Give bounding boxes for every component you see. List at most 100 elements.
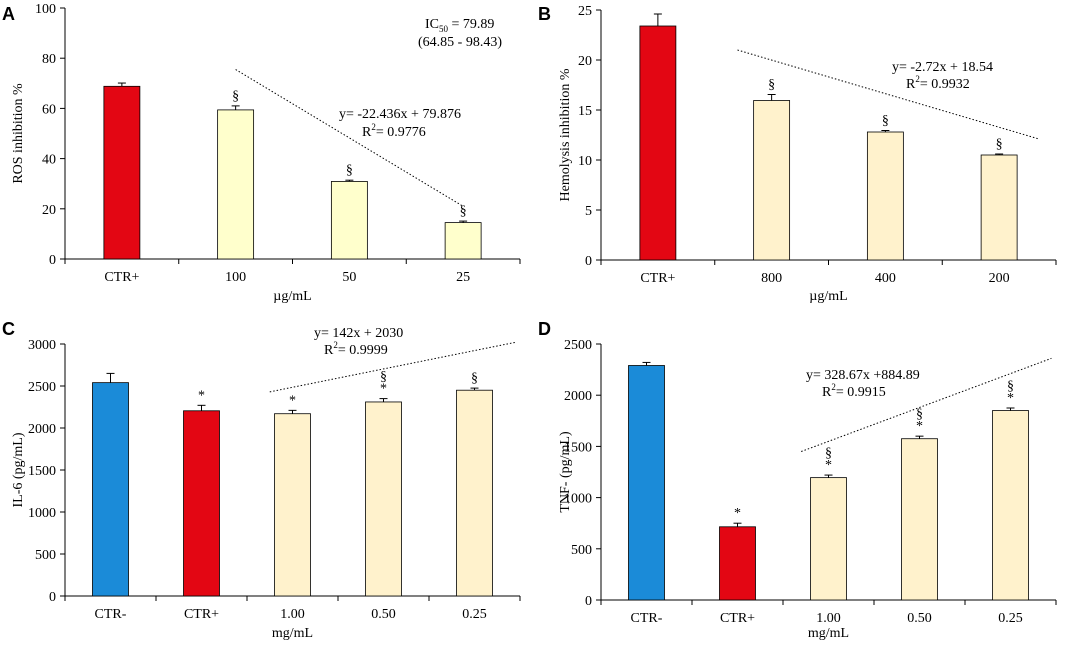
r-squared: R2= 0.9932 <box>906 74 970 92</box>
section-mark: § <box>882 114 889 129</box>
panel-letter: D <box>538 319 551 339</box>
x-tick-label: 0.50 <box>371 607 396 622</box>
x-axis-label: µg/mL <box>273 289 311 304</box>
chart-panel-a: A 0 20 40 60 80 100 CTR+ 100 § 50 § 25 § µg/mL ROS inhi… <box>2 2 521 304</box>
trend-equation: y= -22.436x + 79.876 <box>339 107 461 122</box>
y-axis-label: IL-6 (pg/mL) <box>11 432 26 507</box>
bar-0-50 <box>365 401 402 597</box>
y-tick-label: 100 <box>35 2 56 17</box>
asterisk-mark: * <box>1007 391 1014 406</box>
chart-panel-c: C 0 500 1000 1500 2000 2500 3000 CTR- CTR+ * 1.00 * 0… <box>2 319 521 641</box>
x-tick-label: CTR- <box>631 611 663 626</box>
bar-400 <box>866 131 904 261</box>
bar-0-50 <box>901 438 938 601</box>
y-tick-label: 5 <box>585 204 592 219</box>
x-tick-label: CTR+ <box>640 271 675 286</box>
bar-1-00 <box>810 477 847 601</box>
y-axis-label: ROS inhibition % <box>11 83 26 184</box>
y-tick-label: 1500 <box>564 440 592 455</box>
x-tick-label: 0.50 <box>907 611 932 626</box>
trend-equation: y= 328.67x +884.89 <box>806 368 920 383</box>
bar-ctr- <box>719 526 756 601</box>
ic50-range: (64.85 - 98.43) <box>418 35 502 50</box>
section-mark: § <box>1007 379 1014 394</box>
y-tick-label: 500 <box>35 548 56 563</box>
bar-0-25 <box>992 410 1029 601</box>
y-tick-label: 40 <box>42 153 56 168</box>
section-mark: § <box>825 446 832 461</box>
trend-equation: y= -2.72x + 18.54 <box>892 60 993 75</box>
y-tick-label: 1000 <box>564 492 592 507</box>
y-tick-label: 10 <box>578 154 592 169</box>
y-tick-label: 0 <box>49 253 56 268</box>
trendline <box>801 357 1052 452</box>
x-axis-label: mg/mL <box>808 626 849 641</box>
bar-ctr- <box>92 382 129 597</box>
x-tick-label: 25 <box>456 270 470 285</box>
bar-100 <box>217 109 255 260</box>
r-squared: R2= 0.9776 <box>362 122 426 140</box>
panel-letter: C <box>2 319 15 339</box>
r-squared: R2= 0.9999 <box>324 340 388 358</box>
chart-panel-b: B 0 5 10 15 20 25 CTR+ 800 § 400 § 200 § µg/mL Hemolysi… <box>538 4 1057 304</box>
y-tick-label: 20 <box>578 54 592 69</box>
y-tick-label: 1500 <box>28 464 56 479</box>
x-tick-label: 1.00 <box>280 607 305 622</box>
y-tick-label: 60 <box>42 102 56 117</box>
y-tick-label: 2500 <box>28 380 56 395</box>
bar-200 <box>980 154 1018 261</box>
asterisk-mark: * <box>734 506 741 521</box>
y-tick-label: 80 <box>42 52 56 67</box>
y-tick-label: 0 <box>49 590 56 605</box>
trendline <box>235 69 464 207</box>
ic50-value: IC50 = 79.89 <box>425 17 494 34</box>
section-mark: § <box>460 204 467 219</box>
section-mark: § <box>996 137 1003 152</box>
section-mark: § <box>232 89 239 104</box>
x-tick-label: 100 <box>225 270 246 285</box>
y-tick-label: 0 <box>585 594 592 609</box>
r-squared: R2= 0.9915 <box>822 382 886 400</box>
x-tick-label: 200 <box>989 271 1010 286</box>
bar-ctr- <box>183 410 220 597</box>
panel-letter: A <box>2 4 15 24</box>
section-mark: § <box>380 370 387 385</box>
x-tick-label: 0.25 <box>998 611 1023 626</box>
trend-equation: y= 142x + 2030 <box>314 326 403 341</box>
bar-800 <box>753 100 791 261</box>
x-axis-label: µg/mL <box>809 289 847 304</box>
x-tick-label: CTR+ <box>104 270 139 285</box>
y-tick-label: 2000 <box>28 422 56 437</box>
bar-ctr- <box>103 85 141 260</box>
y-axis-label: TNF- (pg/mL) <box>558 431 573 513</box>
y-tick-label: 15 <box>578 104 592 119</box>
y-tick-label: 2500 <box>564 338 592 353</box>
asterisk-mark: * <box>380 382 387 397</box>
y-tick-label: 2000 <box>564 389 592 404</box>
bar-ctr- <box>639 25 677 261</box>
section-mark: § <box>768 78 775 93</box>
x-tick-label: 400 <box>875 271 896 286</box>
y-tick-label: 1000 <box>28 506 56 521</box>
bar-0-25 <box>456 389 493 597</box>
x-tick-label: 800 <box>761 271 782 286</box>
y-tick-label: 0 <box>585 254 592 269</box>
section-mark: § <box>916 407 923 422</box>
asterisk-mark: * <box>825 458 832 473</box>
asterisk-mark: * <box>289 393 296 408</box>
y-axis-label: Hemolysis inhibition % <box>558 68 573 201</box>
x-tick-label: CTR- <box>95 607 127 622</box>
y-tick-label: 25 <box>578 4 592 19</box>
x-tick-label: 1.00 <box>816 611 841 626</box>
x-axis-label: mg/mL <box>272 626 313 641</box>
asterisk-mark: * <box>198 388 205 403</box>
asterisk-mark: * <box>916 419 923 434</box>
trendline <box>269 341 516 393</box>
section-mark: § <box>471 371 478 386</box>
x-tick-label: CTR+ <box>184 607 219 622</box>
y-tick-label: 3000 <box>28 338 56 353</box>
bar-ctr- <box>628 365 665 601</box>
x-tick-label: 50 <box>342 270 356 285</box>
